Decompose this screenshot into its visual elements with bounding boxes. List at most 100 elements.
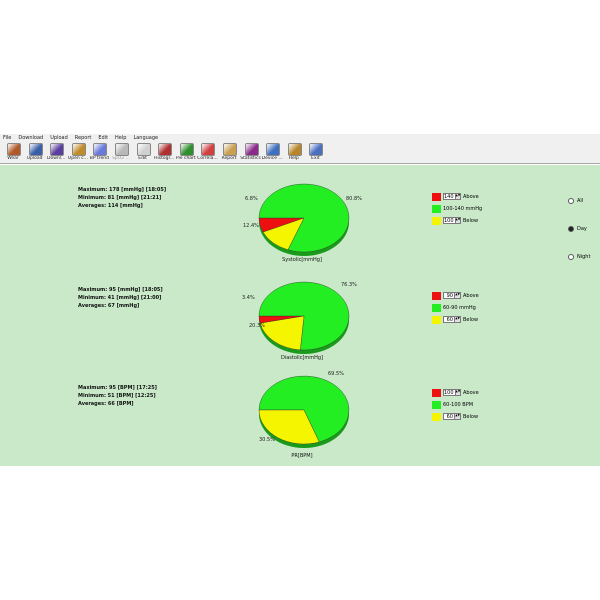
threshold-below-spinner[interactable]: 60 ▲▼ [443,316,461,323]
pie-slice-normal [258,183,350,253]
toolbar-button-label: Report [221,156,237,161]
toolbar-button-label: Edit [138,156,147,161]
pr-average: Averages: 66 [BPM] [78,401,134,407]
menu-help[interactable]: Help [115,134,127,141]
menu-report[interactable]: Report [74,134,92,141]
threshold-value[interactable]: 60 [446,413,453,420]
diastolic-stats: Maximum: 95 [mmHg] [18:05] Minimum: 41 [… [78,286,163,310]
pie-chart-window: File Download Upload Report Edit Help La… [0,134,600,466]
diastolic-average: Averages: 67 [mmHg] [78,303,140,309]
toolbar-button-pie-chart[interactable]: Pie chart [175,142,197,162]
toolbar-button-downl[interactable]: Downl... [45,142,67,162]
menu-upload[interactable]: Upload [50,134,68,141]
pie-slice-below [258,409,320,445]
spinner-arrows-icon[interactable]: ▲▼ [454,292,460,298]
pie-percent-label: 3.4% [242,295,255,301]
period-night-radio[interactable]: Night [568,254,590,260]
pie-percent-label: 20.3% [249,323,265,329]
legend-row-normal: 100-140 mmHg [432,204,482,213]
legend-row-below: 100 ▲▼ Below [432,216,478,225]
toolbar-button-label: Histogr... [154,156,175,161]
help-icon [287,143,302,156]
legend-swatch-below [432,216,441,225]
threshold-below-spinner[interactable]: 100 ▲▼ [443,217,461,224]
diastolic-title: Diastolic[mmHg] [280,355,324,361]
legend-swatch-below [432,412,441,421]
threshold-value[interactable]: 140 [444,193,454,200]
toolbar-button-edit[interactable]: Edit [132,142,154,162]
systolic-maximum: Maximum: 178 [mmHg] [18:05] [78,187,167,193]
statistics-icon [244,143,259,156]
toolbar-button-device[interactable]: Device ... [261,142,283,162]
toolbar-button-correla[interactable]: Correla... [196,142,218,162]
pie-percent-label: 30.5% [259,437,275,443]
toolbar: Wear Upload Downl... Open c... BP trend SpO2 … [0,141,600,164]
legend-label-normal: 60-100 BPM [443,401,474,408]
period-day-radio[interactable]: Day [568,226,587,232]
menu-edit[interactable]: Edit [98,134,109,141]
threshold-value[interactable]: 100 [444,217,454,224]
pie-slice-normal [258,375,350,443]
spinner-arrows-icon[interactable]: ▲▼ [454,389,461,395]
threshold-value[interactable]: 60 [446,316,453,323]
legend-swatch-normal [432,204,441,213]
menu-download[interactable]: Download [18,134,44,141]
upload-icon [28,143,43,156]
threshold-value[interactable]: 90 [446,292,453,299]
legend-label-above: Above [463,292,479,299]
report-icon [223,143,237,156]
pie-percent-label: 69.5% [328,371,344,377]
radio-night-dot[interactable] [568,254,574,260]
toolbar-button-label: Device ... [261,156,283,161]
diastolic-pie-chart [258,278,350,358]
menu-bar: File Download Upload Report Edit Help La… [0,134,600,141]
spinner-arrows-icon[interactable]: ▲▼ [454,217,461,223]
spinner-arrows-icon[interactable]: ▲▼ [454,193,461,199]
legend-row-above: 100 ▲▼ Above [432,388,479,397]
radio-all-dot[interactable] [568,198,574,204]
toolbar-button-histogr[interactable]: Histogr... [153,142,175,162]
menu-language[interactable]: Language [133,134,159,141]
legend-label-below: Below [463,316,479,323]
legend-row-above: 140 ▲▼ Above [432,192,479,201]
toolbar-button-statistics[interactable]: Statistics [240,142,262,162]
radio-day-dot[interactable] [568,226,574,232]
threshold-above-spinner[interactable]: 90 ▲▼ [443,292,461,299]
toolbar-button-label: Open c... [67,156,88,161]
legend-swatch-normal [432,303,441,312]
toolbar-button-bp-trend[interactable]: BP trend [88,142,110,162]
legend-row-normal: 60-90 mmHg [432,303,476,312]
legend-label-normal: 100-140 mmHg [443,205,483,212]
toolbar-button-open-c[interactable]: Open c... [67,142,89,162]
legend-label-above: Above [463,389,479,396]
toolbar-button-help[interactable]: Help [283,142,305,162]
pie-chart-panel: Maximum: 178 [mmHg] [18:05] Minimum: 81 … [0,165,600,466]
threshold-value[interactable]: 100 [444,389,454,396]
toolbar-button-label: Downl... [47,156,66,161]
threshold-above-spinner[interactable]: 140 ▲▼ [443,193,461,200]
histogram-icon [158,143,173,156]
toolbar-button-label: SpO2 ... [112,156,130,161]
threshold-above-spinner[interactable]: 100 ▲▼ [443,389,461,396]
toolbar-button-exit[interactable]: Exit [304,142,326,162]
toolbar-button-wear[interactable]: Wear [2,142,24,162]
toolbar-button-spo2[interactable]: SpO2 ... [110,142,132,162]
open-case-icon [71,143,86,156]
spinner-arrows-icon[interactable]: ▲▼ [454,413,460,419]
systolic-stats: Maximum: 178 [mmHg] [18:05] Minimum: 81 … [78,186,166,210]
pie-svg [258,183,350,256]
threshold-below-spinner[interactable]: 60 ▲▼ [443,413,461,420]
systolic-average: Averages: 114 [mmHg] [78,203,143,209]
menu-file[interactable]: File [3,134,12,141]
legend-swatch-above [432,388,441,397]
legend-swatch-normal [432,400,441,409]
radio-all-label: All [577,198,584,204]
toolbar-button-upload[interactable]: Upload [24,142,46,162]
spinner-arrows-icon[interactable]: ▲▼ [454,316,460,322]
device-icon [266,143,281,156]
toolbar-button-report[interactable]: Report [218,142,240,162]
radio-day-label: Day [577,226,587,232]
period-all-radio[interactable]: All [568,198,583,204]
spo2-icon [115,143,129,156]
legend-swatch-above [432,192,441,201]
